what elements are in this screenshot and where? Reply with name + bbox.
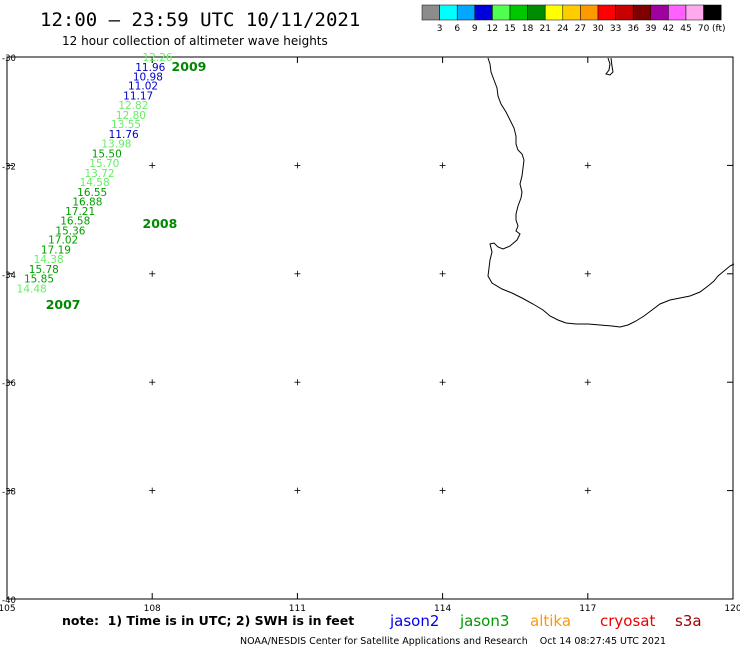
- wave-height-colorbar: 3 6 9 12 15 18 21 24 27 30 33 36 39 42 45 70: [421, 4, 722, 34]
- lon-tick-label: 117: [579, 604, 596, 614]
- coastline-australia: [487, 57, 735, 328]
- lat-tick-label: -36: [2, 379, 16, 389]
- lat-tick-label: -40: [2, 596, 16, 606]
- wave-height-value: 15.70: [89, 158, 119, 170]
- colorbar-swatch: [439, 4, 458, 21]
- wave-height-value: 11.76: [109, 129, 139, 141]
- map-border: [6, 56, 734, 600]
- colorbar-swatch: [685, 4, 704, 21]
- lat-tick-label: -34: [2, 271, 16, 281]
- colorbar-tick-label: 27: [575, 24, 586, 34]
- colorbar-tick-label: 30: [592, 24, 604, 34]
- graticule-labels: 105 108 111 114 117 120 -30 -32 -34 -36 -38 -40: [0, 54, 740, 614]
- wave-height-value: 15.50: [92, 148, 122, 160]
- wave-height-value: 13.72: [84, 168, 114, 180]
- colorbar-bin: 45: [668, 4, 692, 34]
- colorbar-tick-label: 45: [680, 24, 691, 34]
- wave-height-value: 13.55: [111, 119, 141, 131]
- colorbar-bin: 12: [474, 4, 498, 34]
- graticule-ticks: [6, 56, 734, 600]
- colorbar-bin: 21: [527, 4, 551, 34]
- wave-height-value: 17.02: [48, 235, 78, 247]
- colorbar-tick-label: 36: [627, 24, 639, 34]
- wave-height-value: 15.78: [29, 264, 59, 276]
- colorbar-swatch: [544, 4, 564, 21]
- wave-height-value: 12.26: [143, 52, 173, 64]
- lat-tick-label: -30: [2, 54, 16, 64]
- colorbar-swatch: [527, 4, 546, 21]
- colorbar-swatch: [632, 4, 652, 21]
- wave-height-value: 16.55: [77, 187, 107, 199]
- colorbar-tick-label: 33: [610, 24, 621, 34]
- legend-jason2: jason2: [389, 612, 439, 630]
- wave-height-value: 13.98: [101, 139, 131, 151]
- lon-tick-label: 111: [289, 604, 306, 614]
- lat-tick-label: -32: [2, 162, 16, 172]
- footer-note: note: 1) Time is in UTC; 2) SWH is in fe…: [62, 613, 354, 628]
- colorbar-tick-label: 15: [504, 24, 515, 34]
- wave-height-value: 17.21: [65, 206, 95, 218]
- colorbar-swatch: [492, 4, 511, 21]
- colorbar-swatch: [650, 4, 669, 21]
- colorbar-tick-label: 24: [557, 24, 569, 34]
- wave-height-value: 11.17: [123, 90, 153, 102]
- colorbar-tick-label: 18: [522, 24, 534, 34]
- colorbar-tick-label: 39: [645, 24, 657, 34]
- lon-tick-label: 114: [434, 604, 451, 614]
- lat-tick-label: -38: [2, 488, 16, 498]
- wave-height-value: 16.88: [72, 197, 102, 209]
- pass-time-labels: 2009 2008 2007: [46, 59, 207, 312]
- colorbar-swatch: [509, 4, 528, 21]
- wave-height-value: 12.80: [116, 110, 146, 122]
- colorbar-swatch: [668, 4, 687, 21]
- colorbar-bin: [703, 4, 722, 21]
- colorbar-swatch: [562, 4, 581, 21]
- colorbar-swatch: [703, 4, 722, 21]
- wave-height-value: 14.58: [80, 177, 110, 189]
- map-title: 12:00 – 23:59 UTC 10/11/2021: [40, 9, 360, 31]
- legend-s3a: s3a: [675, 612, 702, 630]
- wave-height-value: 11.02: [128, 81, 158, 93]
- colorbar-tick-label: 9: [472, 24, 478, 34]
- lon-tick-label: 105: [0, 604, 16, 614]
- wave-height-value: 12.82: [118, 100, 148, 112]
- wave-height-value: 14.48: [17, 283, 47, 295]
- colorbar-swatch: [456, 4, 476, 21]
- colorbar-tick-label: 12: [487, 24, 498, 34]
- pass-time-label: 2009: [172, 59, 207, 74]
- wave-height-value: 15.36: [55, 225, 85, 237]
- colorbar-swatch: [580, 4, 599, 21]
- coastline-inlet: [605, 57, 614, 76]
- colorbar-tick-label: 70: [698, 24, 710, 34]
- colorbar-swatch: [597, 4, 616, 21]
- colorbar-tick-label: 3: [437, 24, 443, 34]
- colorbar-tick-label: 21: [539, 24, 550, 34]
- wave-height-value: 17.19: [41, 244, 71, 256]
- colorbar-swatch: [474, 4, 493, 21]
- lon-tick-label: 108: [144, 604, 161, 614]
- wave-height-value: 10.98: [133, 72, 163, 84]
- legend-cryosat: cryosat: [600, 612, 655, 630]
- legend-jason3: jason3: [459, 612, 509, 630]
- colorbar-swatch: [421, 4, 440, 21]
- altimeter-observations: 12.2611.9610.9811.0211.1712.8212.8013.55…: [17, 52, 173, 295]
- map-frame: [6, 56, 734, 600]
- colorbar-tick-label: 42: [663, 24, 674, 34]
- wave-height-value: 15.85: [24, 274, 54, 286]
- satellite-legend: jason2 jason3 altika cryosat s3a: [389, 612, 702, 630]
- pass-time-label: 2007: [46, 297, 81, 312]
- footer-credit: NOAA/NESDIS Center for Satellite Applica…: [240, 636, 666, 647]
- lon-tick-label: 120: [724, 604, 740, 614]
- legend-altika: altika: [530, 612, 571, 630]
- pass-time-label: 2008: [143, 216, 178, 231]
- colorbar-tick-label: 6: [454, 24, 460, 34]
- wave-height-value: 14.38: [34, 254, 64, 266]
- wave-height-value: 11.96: [135, 62, 165, 74]
- wave-height-value: 16.58: [60, 216, 90, 228]
- colorbar-swatch: [615, 4, 634, 21]
- map-subtitle: 12 hour collection of altimeter wave hei…: [62, 34, 328, 48]
- colorbar-unit-label: (ft): [712, 24, 726, 34]
